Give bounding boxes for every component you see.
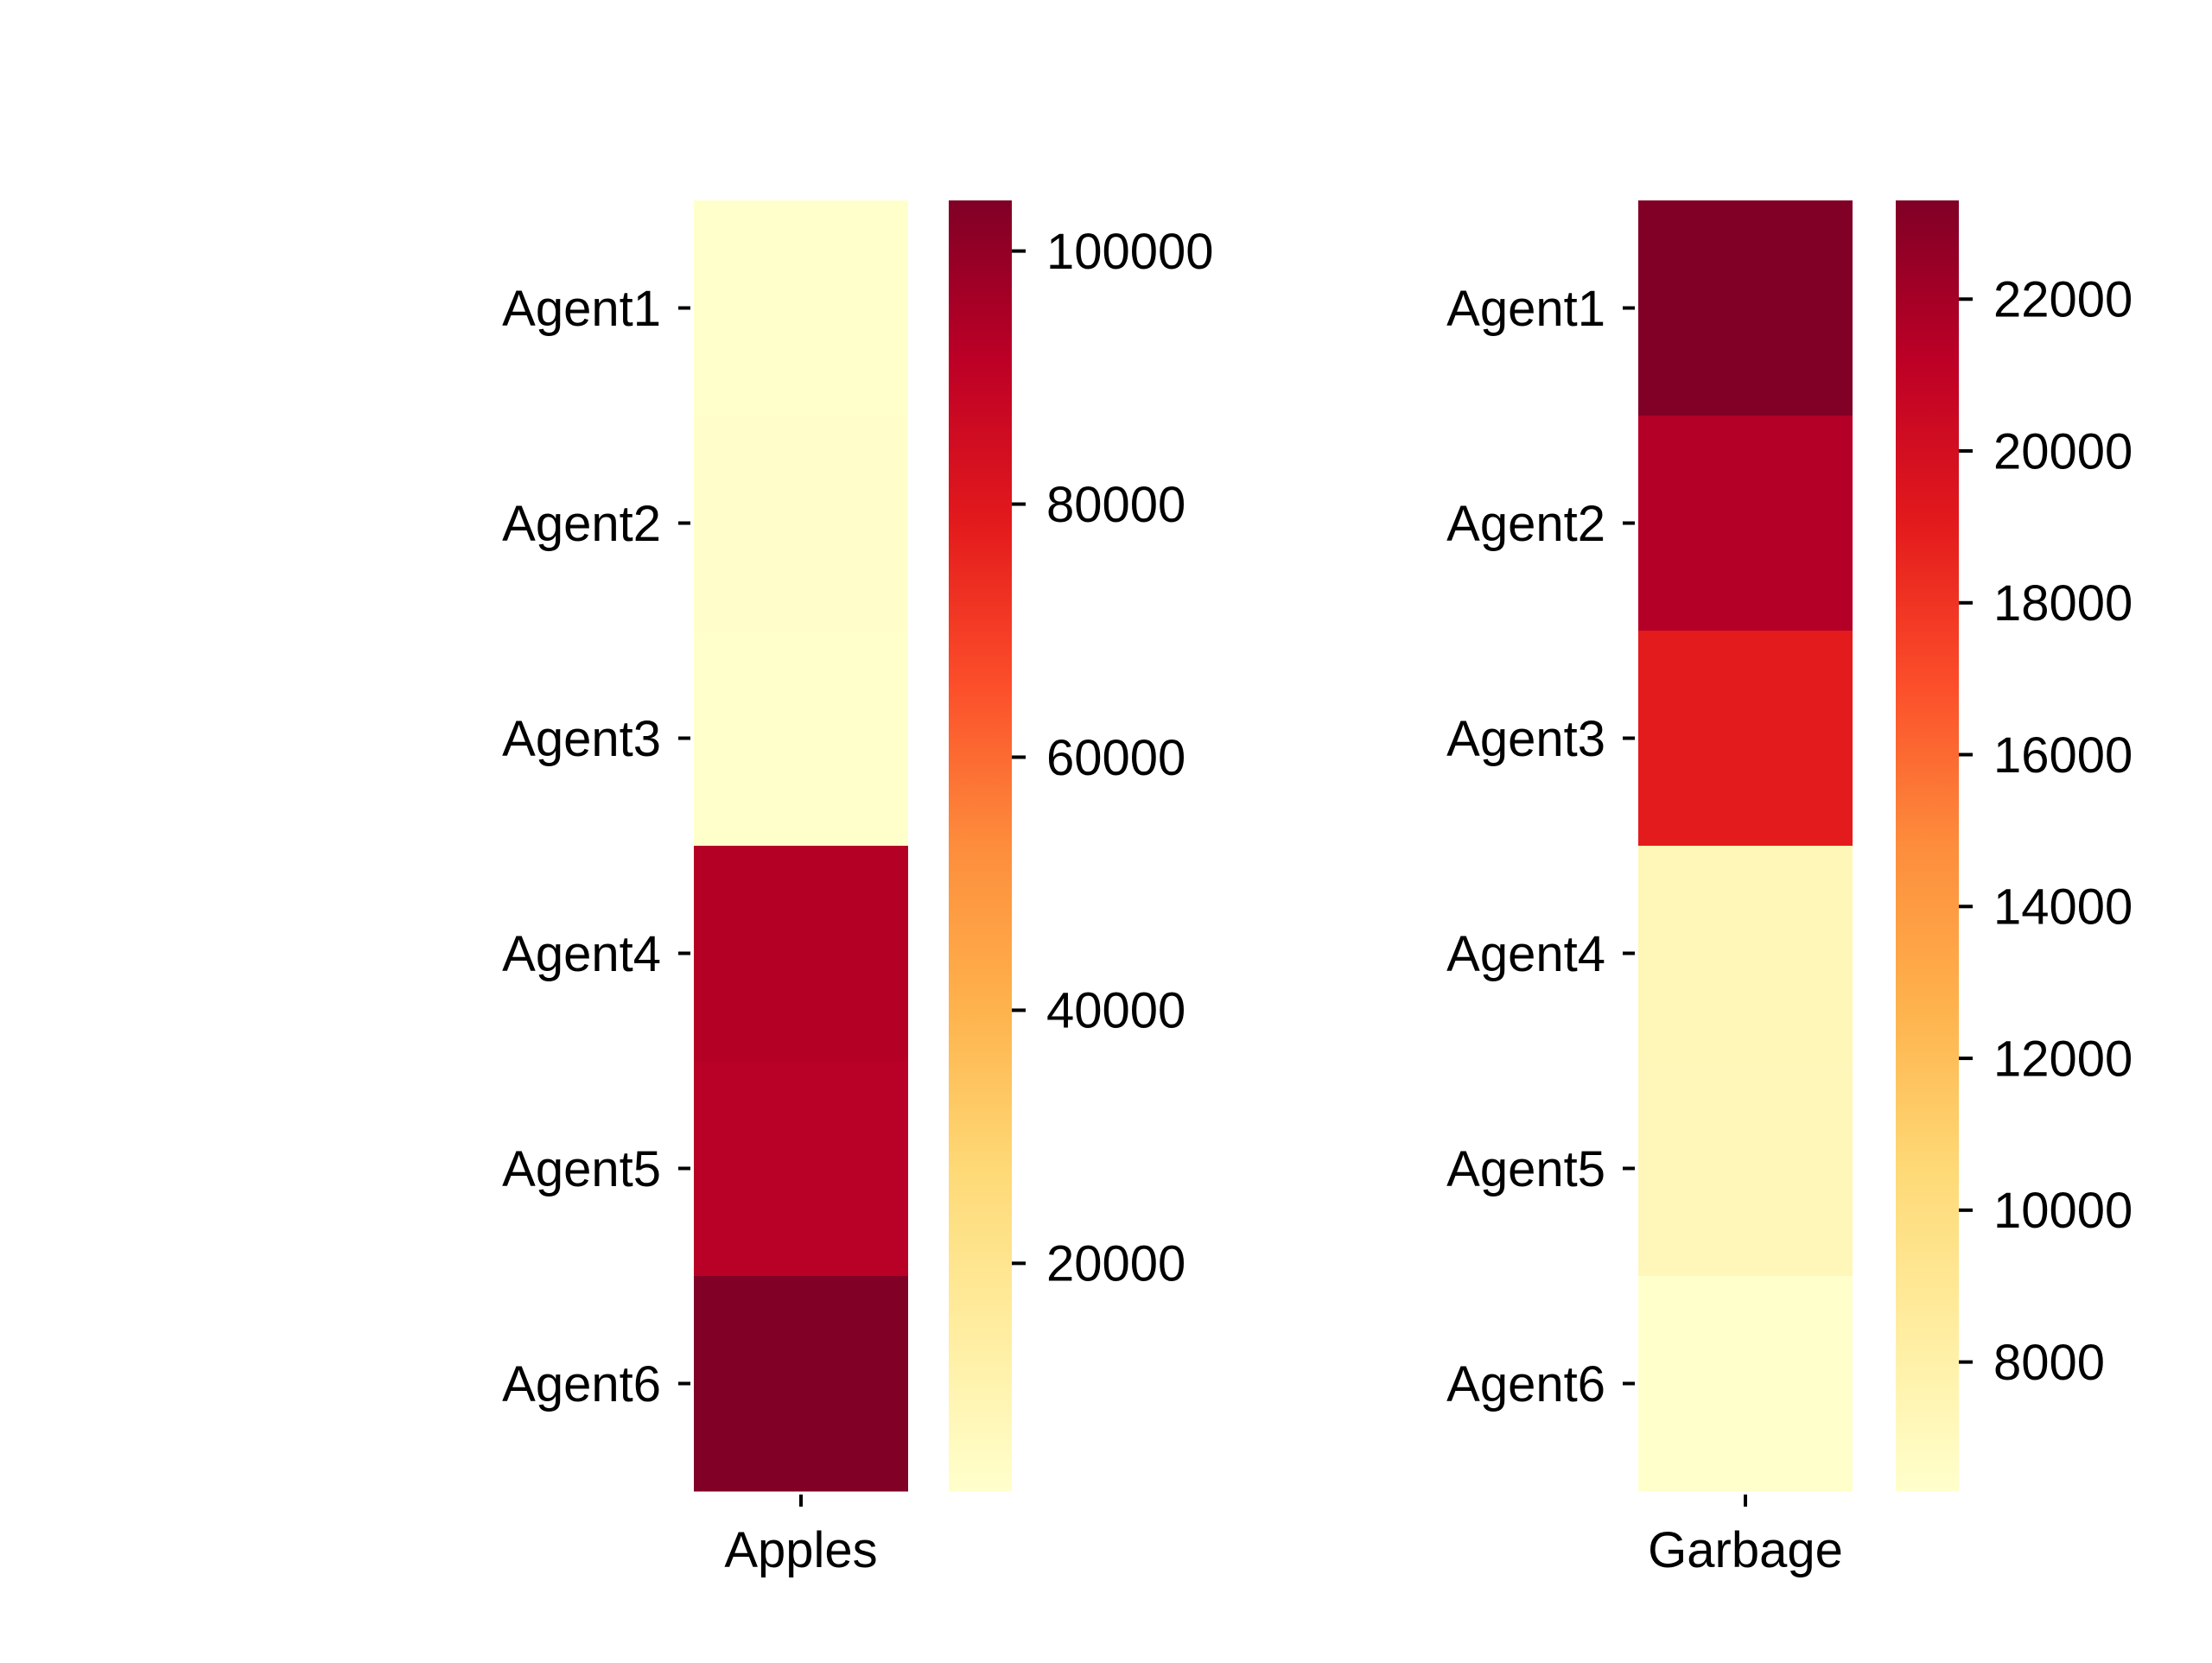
- y-tick-label-agent1: Agent1: [1446, 281, 1605, 337]
- heatmap-cell-agent3: [694, 631, 908, 847]
- heatmap-cell-agent2: [694, 416, 908, 632]
- colorbar-tick-label: 8000: [1993, 1335, 2105, 1391]
- colorbar-tick-label: 14000: [1993, 879, 2133, 936]
- colorbar-tick-label: 60000: [1046, 730, 1185, 786]
- heatmap-cell-agent6: [694, 1276, 908, 1492]
- y-tick-label-agent4: Agent4: [1446, 926, 1605, 982]
- colorbar-tick-label: 40000: [1046, 983, 1185, 1039]
- colorbar: [1896, 200, 1959, 1491]
- y-tick-label-agent5: Agent5: [502, 1141, 661, 1197]
- y-tick-label-agent5: Agent5: [1446, 1141, 1605, 1197]
- colorbar-tick-label: 100000: [1046, 224, 1214, 280]
- heatmap-cell-agent4: [1638, 846, 1853, 1062]
- colorbar-tick-label: 80000: [1046, 477, 1185, 533]
- heatmap-cell-agent1: [694, 200, 908, 416]
- colorbar-tick-label: 20000: [1046, 1236, 1185, 1292]
- y-tick-label-agent3: Agent3: [502, 711, 661, 767]
- heatmap-cell-agent3: [1638, 631, 1853, 847]
- x-tick-label-garbage: Garbage: [1648, 1522, 1843, 1578]
- heatmap-cell-agent6: [1638, 1276, 1853, 1492]
- heatmap-cell-agent4: [694, 846, 908, 1062]
- heatmap-cell-agent5: [694, 1061, 908, 1277]
- colorbar-tick-label: 22000: [1993, 272, 2133, 328]
- y-tick-label-agent3: Agent3: [1446, 711, 1605, 767]
- colorbar-tick-label: 16000: [1993, 727, 2133, 784]
- colorbar-tick-label: 12000: [1993, 1031, 2133, 1087]
- y-tick-label-agent2: Agent2: [502, 496, 661, 552]
- heatmap-cell-agent2: [1638, 416, 1853, 632]
- heatmap-panel-apples: Agent1 Agent2 Agent3 Agent4 Agent5 Agent6 Appl…: [502, 200, 1214, 1578]
- heatmap-panel-garbage: Agent1 Agent2 Agent3 Agent4 Agent5 Agent6 Garb…: [1446, 200, 2133, 1578]
- colorbar: [949, 200, 1012, 1491]
- y-tick-label-agent6: Agent6: [502, 1356, 661, 1412]
- colorbar-tick-label: 10000: [1993, 1183, 2133, 1239]
- y-tick-label-agent4: Agent4: [502, 926, 661, 982]
- heatmap-cell-agent5: [1638, 1061, 1853, 1277]
- y-tick-label-agent1: Agent1: [502, 281, 661, 337]
- y-tick-label-agent2: Agent2: [1446, 496, 1605, 552]
- heatmap-cell-agent1: [1638, 200, 1853, 416]
- colorbar-tick-label: 20000: [1993, 423, 2133, 479]
- colorbar-tick-label: 18000: [1993, 575, 2133, 632]
- x-tick-label-apples: Apples: [724, 1522, 877, 1578]
- y-tick-label-agent6: Agent6: [1446, 1356, 1605, 1412]
